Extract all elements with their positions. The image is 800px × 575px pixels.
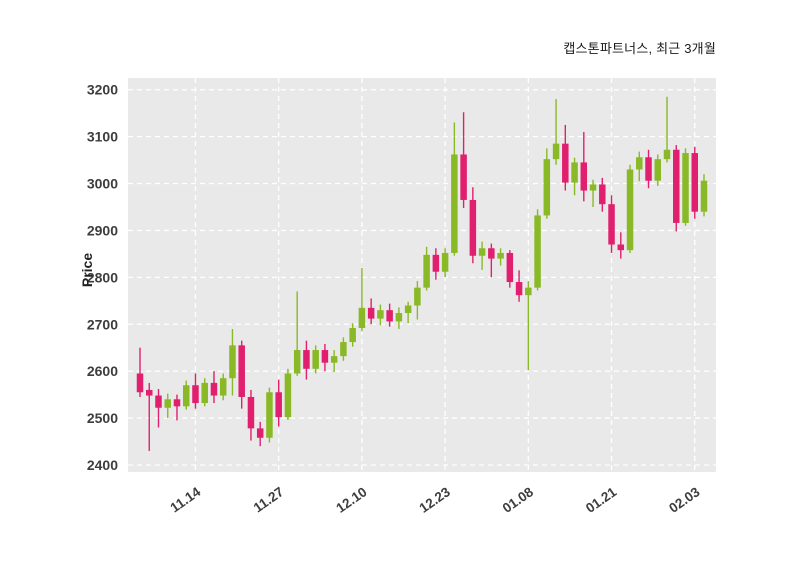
candle-body-up bbox=[534, 215, 541, 288]
y-axis-label: Price bbox=[79, 252, 96, 288]
candle-body-up bbox=[414, 287, 421, 306]
candle-body-up bbox=[219, 378, 227, 396]
candle-body-up bbox=[654, 159, 662, 181]
candle-body-up bbox=[201, 382, 208, 404]
candle-body-down bbox=[192, 385, 199, 404]
candle-body-down bbox=[155, 395, 162, 408]
candle-body-up bbox=[358, 307, 366, 329]
y-tick-label: 3200 bbox=[87, 82, 118, 98]
candle-body-up bbox=[571, 162, 578, 183]
chart-title: 캡스톤파트너스, 최근 3개월 bbox=[563, 41, 716, 56]
candle-body-up bbox=[626, 169, 634, 251]
candle-body-down bbox=[173, 399, 181, 407]
candle-body-down bbox=[617, 244, 625, 251]
candle-body-down bbox=[673, 149, 680, 223]
y-tick-label: 2500 bbox=[87, 410, 118, 426]
candle-body-up bbox=[340, 342, 347, 357]
candle-body-down bbox=[303, 350, 310, 369]
candle-body-up bbox=[552, 143, 560, 160]
y-tick-label: 2400 bbox=[87, 457, 118, 473]
candle-body-up bbox=[330, 356, 338, 363]
x-tick-label: 12.23 bbox=[417, 484, 454, 516]
plot-background bbox=[128, 78, 716, 472]
x-tick-label: 01.21 bbox=[583, 484, 620, 516]
candle-body-down bbox=[506, 252, 514, 283]
candle-body-down bbox=[210, 382, 218, 396]
candle-body-up bbox=[229, 345, 236, 379]
candle-body-down bbox=[367, 307, 375, 319]
candle-body-down bbox=[432, 254, 440, 272]
candle-body-up bbox=[284, 373, 292, 418]
candle-body-down bbox=[608, 204, 615, 245]
candle-body-up bbox=[164, 399, 171, 408]
candle-body-down bbox=[256, 428, 264, 438]
y-tick-label: 2700 bbox=[87, 316, 118, 332]
candle-body-up bbox=[525, 287, 532, 296]
candle-body-down bbox=[136, 373, 144, 393]
candle-body-up bbox=[478, 248, 486, 256]
y-tick-label: 2800 bbox=[87, 269, 118, 285]
y-tick-label: 3100 bbox=[87, 129, 118, 145]
y-tick-label: 2900 bbox=[87, 222, 118, 238]
x-tick-label: 12.10 bbox=[333, 484, 369, 516]
candle-body-up bbox=[404, 305, 412, 313]
candle-body-up bbox=[589, 184, 597, 191]
candle-body-down bbox=[562, 143, 569, 183]
candle-body-up bbox=[700, 180, 708, 212]
candle-body-down bbox=[580, 162, 588, 191]
y-tick-label: 3000 bbox=[87, 176, 118, 192]
candle-body-up bbox=[349, 328, 356, 343]
candle-body-up bbox=[543, 159, 551, 216]
x-tick-label: 01.08 bbox=[500, 484, 537, 516]
y-tick-label: 2600 bbox=[87, 363, 118, 379]
candle-body-down bbox=[488, 248, 495, 259]
candle-body-up bbox=[682, 153, 689, 223]
candle-body-up bbox=[266, 392, 273, 438]
candle-body-down bbox=[247, 396, 255, 429]
candle-body-up bbox=[182, 385, 190, 407]
candle-body-down bbox=[145, 389, 153, 396]
x-tick-label: 11.27 bbox=[251, 484, 287, 515]
candle-body-up bbox=[423, 254, 430, 288]
x-tick-label: 11.14 bbox=[168, 484, 204, 516]
candle-body-down bbox=[645, 157, 652, 181]
candle-body-up bbox=[377, 310, 384, 319]
candle-body-down bbox=[460, 154, 467, 200]
candle-body-up bbox=[636, 157, 643, 170]
candle-body-up bbox=[312, 350, 319, 369]
candle-body-down bbox=[469, 199, 477, 256]
candle-body-up bbox=[441, 252, 449, 272]
candle-body-up bbox=[293, 350, 301, 374]
candle-body-down bbox=[238, 345, 245, 397]
candle-body-down bbox=[275, 392, 282, 418]
candle-body-down bbox=[691, 153, 699, 212]
x-tick-label: 02.03 bbox=[666, 484, 703, 516]
candle-body-up bbox=[395, 312, 403, 322]
candle-body-down bbox=[515, 282, 523, 296]
candle-body-up bbox=[663, 149, 671, 160]
candle-body-down bbox=[599, 184, 606, 205]
candle-body-down bbox=[386, 310, 393, 322]
candle-body-down bbox=[321, 350, 329, 363]
candle-body-up bbox=[497, 252, 504, 259]
candle-body-up bbox=[451, 154, 458, 253]
